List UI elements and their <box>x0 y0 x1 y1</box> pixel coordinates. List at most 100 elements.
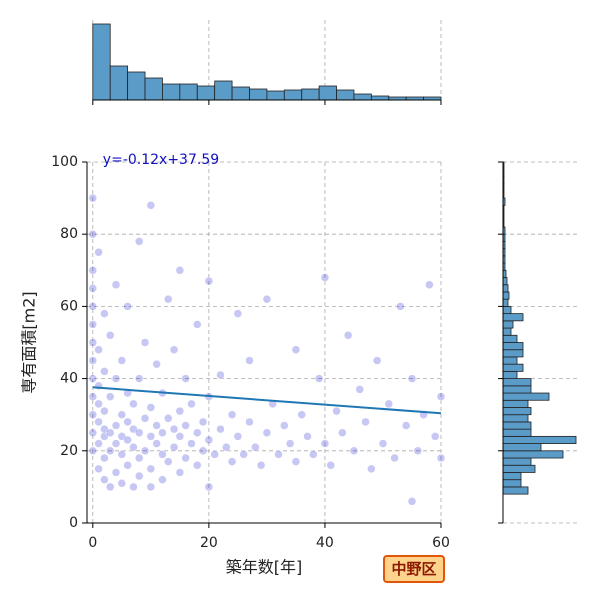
point <box>105 482 115 492</box>
point <box>198 417 208 427</box>
hist-bar <box>266 90 285 101</box>
point <box>88 302 98 311</box>
hist-bar <box>502 472 522 481</box>
hist-bar <box>502 370 518 380</box>
point <box>111 374 121 383</box>
point <box>88 229 98 239</box>
point <box>332 406 341 416</box>
hist-bar <box>502 313 524 322</box>
point <box>181 421 190 430</box>
point <box>134 471 144 481</box>
point <box>123 435 132 445</box>
y-tick-label: 100 <box>51 154 78 170</box>
point <box>134 374 144 383</box>
hist-bar <box>502 457 532 466</box>
hist-bar <box>502 392 550 401</box>
point <box>193 460 202 470</box>
point <box>152 359 161 369</box>
x-tick-label: 40 <box>316 535 334 551</box>
point <box>94 345 103 354</box>
point <box>314 374 324 383</box>
point <box>204 482 214 492</box>
point <box>163 457 173 466</box>
fit-equation: y=-0.12x+37.59 <box>103 152 219 168</box>
point <box>88 356 98 365</box>
hist-bar <box>502 342 524 351</box>
point <box>181 453 190 463</box>
point <box>222 442 231 452</box>
point <box>239 450 248 459</box>
point <box>105 428 115 437</box>
point <box>291 345 301 354</box>
point <box>88 266 98 275</box>
hist-bar <box>214 80 233 101</box>
hist-bar <box>502 320 514 329</box>
point <box>245 417 254 427</box>
point <box>361 417 370 427</box>
y-tick-label: 0 <box>69 515 78 531</box>
point <box>227 457 237 466</box>
point <box>123 302 132 311</box>
hist-bar <box>502 378 532 387</box>
hist-bar <box>502 464 536 473</box>
hist-bar <box>502 277 508 286</box>
hist-bar <box>162 83 181 101</box>
hist-bar <box>502 284 509 293</box>
hist-bar <box>353 93 372 101</box>
hist-bar <box>502 298 509 307</box>
point <box>349 446 359 456</box>
point <box>123 460 132 470</box>
point <box>285 439 295 448</box>
point <box>297 410 306 419</box>
point <box>430 432 440 441</box>
point <box>227 410 237 419</box>
hist-bar <box>502 327 512 336</box>
point <box>291 457 301 466</box>
hist-bar <box>502 435 577 444</box>
point <box>140 338 150 347</box>
point <box>407 497 417 506</box>
point <box>158 475 167 484</box>
hist-bar <box>502 414 529 423</box>
point <box>94 439 103 448</box>
point <box>407 374 417 383</box>
point <box>210 450 219 459</box>
point <box>401 421 411 430</box>
point <box>193 320 202 329</box>
point <box>100 309 109 318</box>
hist-bar <box>502 291 510 300</box>
point <box>320 273 330 282</box>
point <box>390 453 399 463</box>
point <box>413 446 423 456</box>
point <box>111 468 121 477</box>
point <box>152 439 161 448</box>
point <box>245 356 254 365</box>
y-tick-label: 80 <box>60 226 78 242</box>
point <box>436 392 446 401</box>
point <box>94 464 103 474</box>
x-tick-label: 0 <box>88 535 97 551</box>
point <box>134 428 144 437</box>
point <box>163 414 173 423</box>
regression-line <box>92 386 442 415</box>
point <box>117 410 127 419</box>
y-tick-label: 20 <box>60 443 78 459</box>
point <box>158 450 167 459</box>
point <box>187 399 196 409</box>
point <box>425 280 434 289</box>
hist-bar <box>502 450 564 459</box>
hist-bar <box>502 443 542 452</box>
point <box>204 276 214 286</box>
hist-bar <box>179 83 198 101</box>
point <box>436 453 446 463</box>
hist-bar <box>144 77 163 101</box>
point <box>140 414 150 423</box>
hist-bar <box>502 305 512 315</box>
point <box>233 309 243 318</box>
point <box>146 403 156 412</box>
hist-bar <box>196 85 216 101</box>
point <box>94 417 103 427</box>
point <box>158 428 167 437</box>
point <box>100 475 109 484</box>
point <box>280 421 289 430</box>
